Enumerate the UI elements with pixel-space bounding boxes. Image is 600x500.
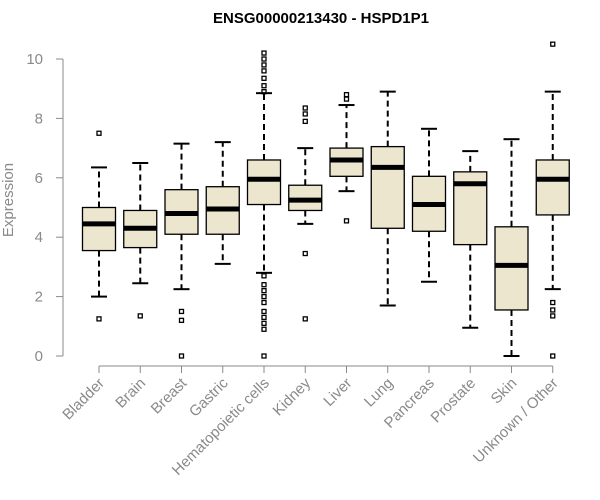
outlier-point bbox=[261, 308, 267, 315]
outlier-point bbox=[261, 293, 267, 300]
y-tick-label: 10 bbox=[26, 51, 43, 68]
y-tick-label: 8 bbox=[35, 110, 43, 127]
outlier-point bbox=[550, 307, 556, 313]
outlier-point bbox=[261, 68, 267, 74]
box-kidney bbox=[288, 105, 323, 322]
outlier-point bbox=[261, 288, 267, 294]
outlier-point bbox=[302, 118, 308, 125]
outlier-point bbox=[343, 91, 350, 98]
outlier-point bbox=[261, 326, 267, 332]
y-axis-label: Expression bbox=[0, 163, 17, 237]
x-tick-label-liver: Liver bbox=[320, 375, 355, 410]
outlier-point bbox=[261, 320, 267, 326]
box-iqr bbox=[81, 206, 117, 252]
box-iqr bbox=[535, 159, 570, 216]
x-tick-label-lung: Lung bbox=[361, 375, 397, 411]
box-pancreas bbox=[411, 127, 447, 283]
outlier-point bbox=[302, 250, 308, 257]
outlier-point bbox=[261, 353, 267, 359]
outlier-point bbox=[302, 105, 308, 111]
outlier-point bbox=[261, 314, 267, 321]
y-tick-label: 0 bbox=[35, 348, 43, 365]
box-iqr bbox=[246, 159, 282, 206]
box-lung bbox=[370, 90, 405, 307]
box-prostate bbox=[453, 150, 488, 329]
box-gastric bbox=[205, 141, 240, 265]
boxes-group bbox=[81, 41, 570, 359]
box-iqr bbox=[370, 145, 405, 229]
outlier-point bbox=[550, 353, 556, 359]
box-liver bbox=[329, 91, 364, 224]
outlier-point bbox=[550, 41, 556, 47]
outlier-point bbox=[261, 56, 267, 62]
y-tick-label: 6 bbox=[35, 170, 43, 187]
x-tick-label-prostate: Prostate bbox=[428, 375, 480, 427]
box-breast bbox=[164, 142, 199, 359]
box-iqr bbox=[494, 226, 529, 311]
outlier-point bbox=[261, 83, 267, 89]
outlier-point bbox=[302, 111, 308, 117]
x-tick-label-bladder: Bladder bbox=[59, 375, 108, 424]
box-hematopoietic-cells bbox=[246, 50, 282, 359]
outlier-point bbox=[302, 316, 308, 322]
box-bladder bbox=[81, 130, 117, 322]
outlier-point bbox=[261, 75, 267, 81]
box-skin bbox=[494, 138, 529, 357]
outlier-point bbox=[550, 299, 556, 306]
x-tick-label-breast: Breast bbox=[148, 374, 191, 417]
box-unknown-other bbox=[535, 41, 570, 359]
y-tick-label: 2 bbox=[35, 289, 43, 306]
x-tick-label-kidney: Kidney bbox=[270, 374, 315, 419]
outlier-point bbox=[261, 273, 267, 279]
outlier-point bbox=[261, 299, 267, 306]
x-tick-label-brain: Brain bbox=[112, 375, 149, 412]
outlier-point bbox=[96, 316, 102, 322]
outlier-point bbox=[261, 50, 267, 56]
outlier-point bbox=[178, 308, 185, 315]
outlier-point bbox=[261, 282, 267, 288]
outlier-point bbox=[550, 313, 556, 319]
box-brain bbox=[123, 161, 158, 319]
outlier-point bbox=[343, 96, 350, 102]
outlier-point bbox=[261, 89, 267, 95]
outlier-point bbox=[178, 353, 185, 359]
outlier-point bbox=[343, 218, 350, 224]
outlier-point bbox=[178, 317, 185, 324]
y-axis: 0 2 4 6 8 10 bbox=[26, 51, 64, 365]
chart-title: ENSG00000213430 - HSPD1P1 bbox=[213, 10, 429, 27]
outlier-point bbox=[96, 130, 102, 136]
outlier-point bbox=[261, 62, 267, 68]
outlier-point bbox=[137, 313, 143, 319]
y-tick-label: 4 bbox=[35, 229, 43, 246]
x-tick-label-skin: Skin bbox=[488, 375, 521, 408]
